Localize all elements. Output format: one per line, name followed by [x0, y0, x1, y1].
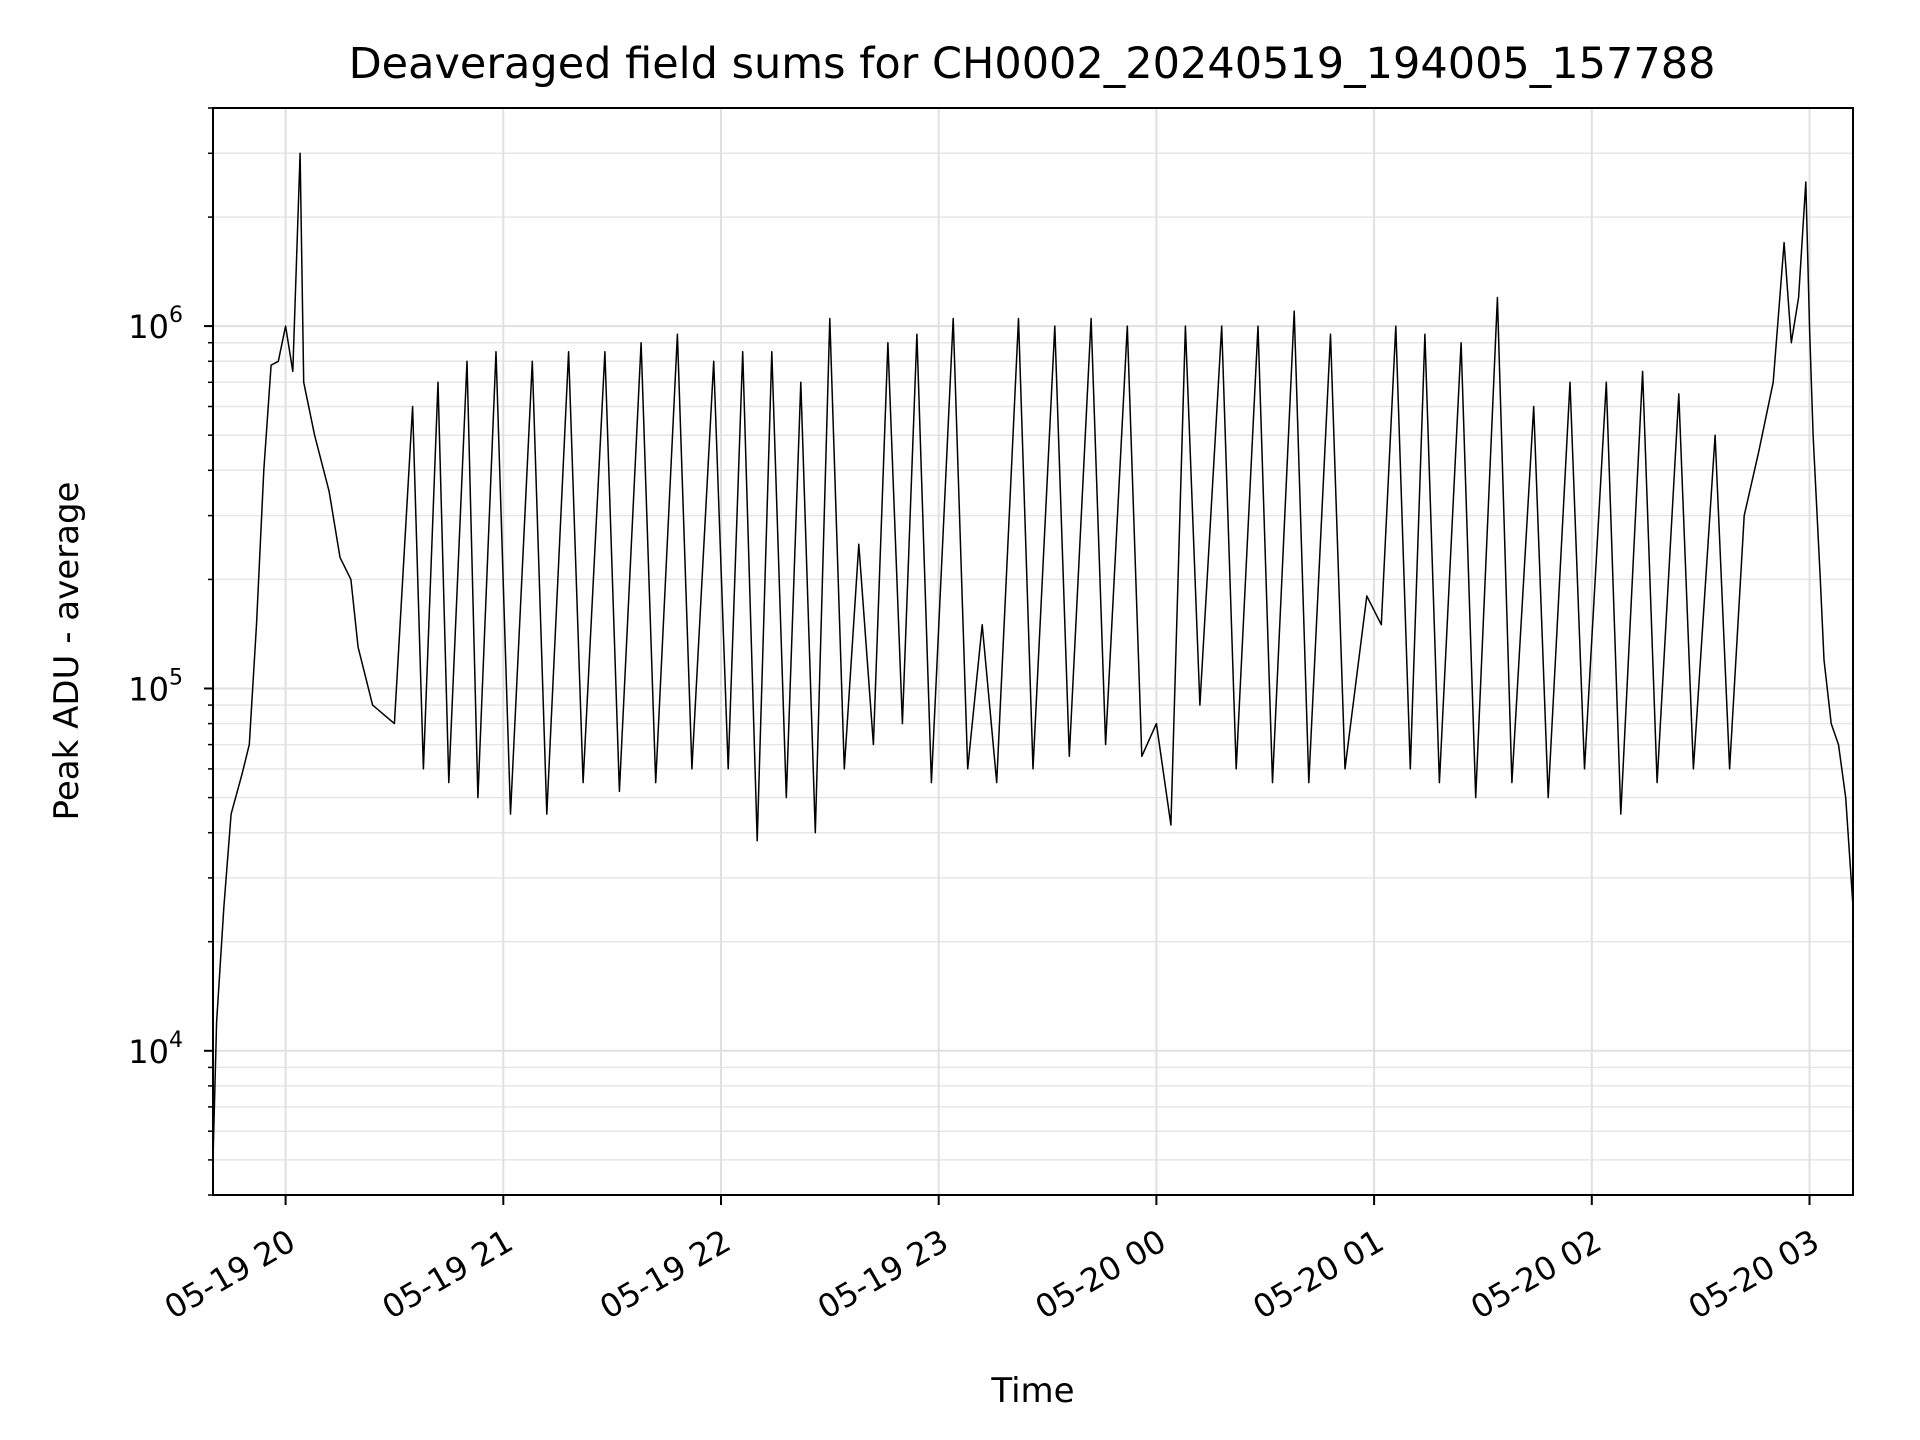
chart-title: Deaveraged field sums for CH0002_2024051… — [349, 39, 1716, 89]
y-tick-label: 105 — [128, 666, 183, 709]
y-tick-label-base: 10 — [128, 308, 169, 346]
plot-area — [212, 152, 1854, 1160]
axes-frame — [212, 107, 1854, 1196]
y-tick-label: 104 — [128, 1028, 183, 1071]
y-axis-label: Peak ADU - average — [47, 482, 87, 821]
y-tick-label-base: 10 — [128, 671, 169, 709]
series-line — [212, 152, 1854, 1160]
y-tick-label-base: 10 — [128, 1033, 169, 1071]
y-tick-label-exponent: 5 — [169, 666, 183, 691]
y-tick-label: 106 — [128, 303, 183, 346]
x-axis-label: Time — [990, 1371, 1074, 1411]
y-tick-label-exponent: 4 — [169, 1028, 183, 1053]
y-tick-label-exponent: 6 — [169, 303, 183, 328]
